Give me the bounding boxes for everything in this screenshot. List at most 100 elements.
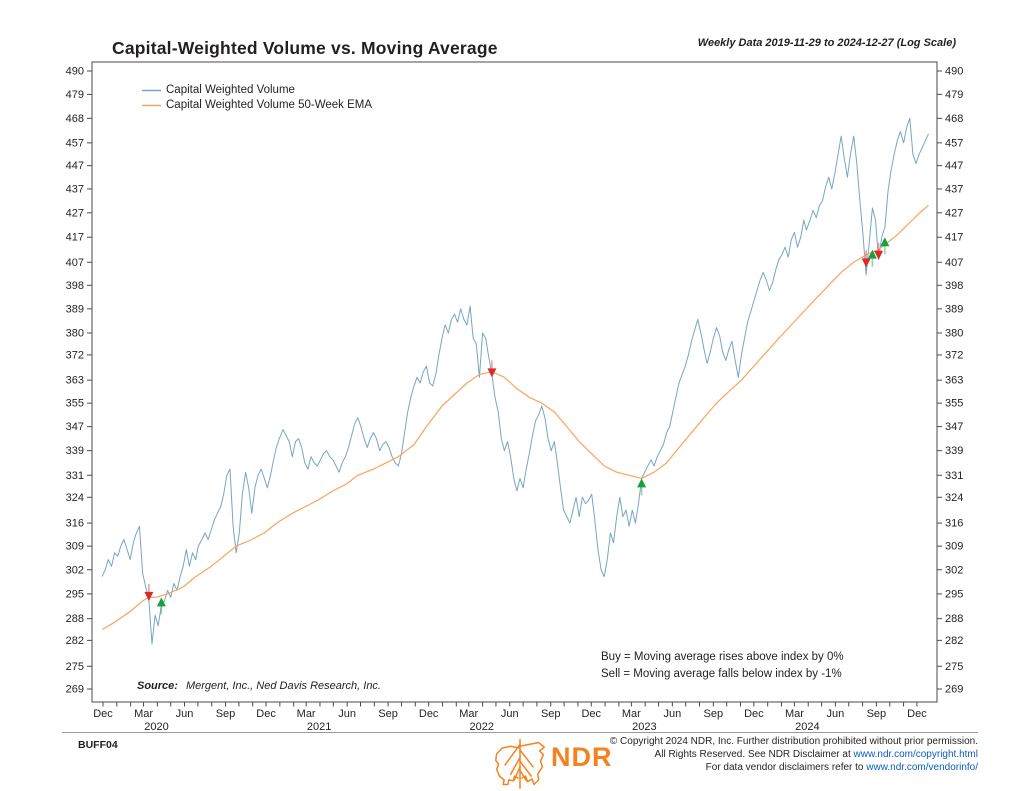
svg-text:2023: 2023 [632, 721, 656, 733]
svg-text:282: 282 [66, 635, 84, 647]
svg-text:288: 288 [66, 613, 84, 625]
svg-text:302: 302 [945, 564, 963, 576]
chart-subtitle: Weekly Data 2019-11-29 to 2024-12-27 (Lo… [697, 37, 956, 49]
svg-text:Sep: Sep [378, 708, 398, 720]
svg-text:Dec: Dec [419, 708, 439, 720]
source-note: Source: Mergent, Inc., Ned Davis Research… [137, 680, 381, 692]
svg-text:316: 316 [945, 518, 963, 530]
svg-text:269: 269 [66, 684, 84, 696]
svg-text:Dec: Dec [581, 708, 601, 720]
buy-rule-note: Buy = Moving average rises above index b… [601, 651, 844, 663]
svg-text:309: 309 [66, 541, 84, 553]
svg-text:347: 347 [66, 421, 84, 433]
svg-text:407: 407 [945, 257, 963, 269]
svg-text:302: 302 [66, 564, 84, 576]
svg-text:355: 355 [66, 398, 84, 410]
buy-signal-arrow [880, 237, 890, 255]
svg-text:372: 372 [945, 349, 963, 361]
svg-text:309: 309 [945, 541, 963, 553]
vendorinfo-link[interactable]: www.ndr.com/vendorinfo/ [866, 762, 978, 773]
svg-text:288: 288 [945, 613, 963, 625]
svg-text:Sep: Sep [867, 708, 887, 720]
svg-text:363: 363 [945, 375, 963, 387]
y-axis: 490 490 479 479 468 468 457 457 447 447 437 437 427 4… [66, 66, 964, 696]
svg-text:347: 347 [945, 421, 963, 433]
svg-text:331: 331 [66, 470, 84, 482]
svg-text:Dec: Dec [93, 708, 113, 720]
svg-text:295: 295 [66, 588, 84, 600]
svg-text:398: 398 [945, 280, 963, 292]
svg-text:427: 427 [945, 207, 963, 219]
svg-text:Dec: Dec [907, 708, 927, 720]
svg-text:Mar: Mar [785, 708, 804, 720]
svg-text:269: 269 [945, 684, 963, 696]
svg-text:468: 468 [945, 113, 963, 125]
svg-text:437: 437 [945, 183, 963, 195]
svg-text:316: 316 [66, 518, 84, 530]
svg-text:2020: 2020 [144, 721, 168, 733]
svg-text:490: 490 [66, 66, 84, 78]
svg-text:Jun: Jun [663, 708, 681, 720]
svg-text:468: 468 [66, 113, 84, 125]
buy-signal-arrow [637, 478, 647, 496]
svg-text:275: 275 [66, 661, 84, 673]
svg-text:Sep: Sep [704, 708, 724, 720]
svg-text:Jun: Jun [501, 708, 519, 720]
sell-signal-arrow [861, 250, 871, 268]
svg-text:Mar: Mar [459, 708, 478, 720]
svg-text:363: 363 [66, 375, 84, 387]
chart-title: Capital-Weighted Volume vs. Moving Avera… [112, 38, 498, 58]
svg-text:Dec: Dec [256, 708, 276, 720]
svg-text:Mar: Mar [297, 708, 316, 720]
svg-text:2022: 2022 [470, 721, 494, 733]
sell-signal-arrow [874, 242, 884, 260]
svg-text:380: 380 [945, 327, 963, 339]
svg-text:389: 389 [945, 303, 963, 315]
legend-item-volume: Capital Weighted Volume [166, 84, 295, 96]
svg-text:457: 457 [945, 137, 963, 149]
svg-text:Jun: Jun [827, 708, 845, 720]
svg-text:Mar: Mar [134, 708, 153, 720]
svg-text:417: 417 [945, 232, 963, 244]
svg-text:380: 380 [66, 327, 84, 339]
svg-text:479: 479 [945, 89, 963, 101]
svg-text:479: 479 [66, 89, 84, 101]
sell-rule-note: Sell = Moving average falls below index … [601, 668, 842, 680]
svg-text:407: 407 [66, 257, 84, 269]
copyright-block: © Copyright 2024 NDR, Inc. Further distr… [610, 735, 978, 774]
ndr-wordmark: NDR [551, 742, 613, 772]
buy-signal-arrow [156, 597, 166, 615]
svg-text:2024: 2024 [795, 721, 819, 733]
svg-text:437: 437 [66, 183, 84, 195]
svg-text:2021: 2021 [307, 721, 331, 733]
copyright-line-3: For data vendor disclaimers refer to www… [705, 762, 978, 773]
legend-item-ema: Capital Weighted Volume 50-Week EMA [166, 99, 373, 111]
svg-text:Dec: Dec [744, 708, 764, 720]
series-line [101, 117, 929, 645]
sell-signal-arrow [144, 583, 154, 601]
svg-text:331: 331 [945, 470, 963, 482]
sell-signal-arrow [487, 360, 497, 378]
svg-text:372: 372 [66, 349, 84, 361]
svg-text:398: 398 [66, 280, 84, 292]
svg-text:427: 427 [66, 207, 84, 219]
svg-text:Jun: Jun [338, 708, 356, 720]
svg-text:417: 417 [66, 232, 84, 244]
chart-code: BUFF04 [78, 739, 118, 751]
svg-text:324: 324 [945, 492, 963, 504]
copyright-link[interactable]: www.ndr.com/copyright.html [853, 749, 979, 760]
svg-text:355: 355 [945, 398, 963, 410]
copyright-line-1: © Copyright 2024 NDR, Inc. Further distr… [609, 736, 978, 747]
ndr-bull-bear-logo-icon [494, 738, 546, 790]
svg-text:339: 339 [66, 445, 84, 457]
svg-text:282: 282 [945, 635, 963, 647]
svg-text:Mar: Mar [622, 708, 641, 720]
svg-text:275: 275 [945, 661, 963, 673]
svg-text:447: 447 [66, 160, 84, 172]
buy-signal-arrow [867, 249, 877, 267]
footer-divider [62, 732, 978, 733]
svg-text:490: 490 [945, 66, 963, 78]
svg-text:447: 447 [945, 160, 963, 172]
svg-text:339: 339 [945, 445, 963, 457]
